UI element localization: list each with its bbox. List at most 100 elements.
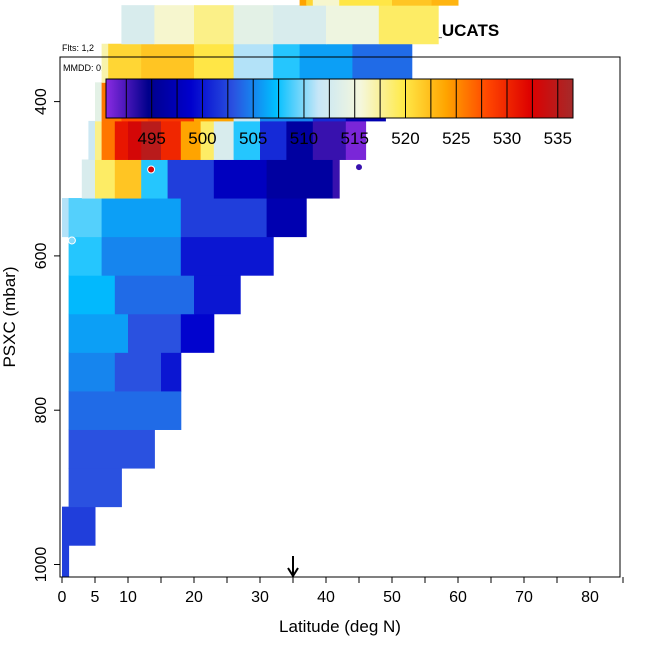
heatmap-cell	[95, 120, 103, 160]
x-tick-label: 10	[119, 589, 137, 606]
heatmap-cell	[392, 0, 433, 6]
data-marker	[355, 163, 363, 172]
heatmap-cell	[213, 120, 235, 160]
heatmap-cell	[128, 313, 182, 353]
colorbar-tick-label: 520	[391, 129, 419, 148]
heatmap-cell	[286, 120, 314, 160]
heatmap-cell	[114, 159, 142, 199]
heatmap-cell	[339, 0, 393, 6]
heatmap-cell	[180, 236, 274, 276]
y-tick-label: 400	[33, 88, 50, 115]
x-tick-label: 70	[515, 589, 533, 606]
x-tick-label: 80	[581, 589, 599, 606]
colorbar-divisions	[125, 79, 559, 118]
heatmap-cell	[81, 159, 96, 199]
heatmap-cell	[68, 313, 129, 353]
colorbar-tick-label: 500	[188, 129, 216, 148]
heatmap-cell	[141, 120, 162, 160]
x-tick-label: 60	[449, 589, 467, 606]
y-axis-label: PSXC (mbar)	[0, 266, 19, 367]
heatmap-cell	[68, 429, 155, 469]
heatmap-cell	[378, 5, 439, 45]
heatmap-cell	[161, 352, 182, 392]
heatmap-cell	[108, 43, 142, 83]
data-markers	[67, 163, 363, 578]
heatmap-cell	[114, 120, 129, 160]
heatmap-cell	[326, 5, 380, 45]
heatmap-cell	[312, 0, 340, 6]
heatmap-cell	[95, 82, 103, 122]
heatmap-cell	[101, 43, 109, 83]
heatmap-cell	[180, 198, 268, 238]
colorbar-tick-label: 530	[493, 129, 521, 148]
y-tick-label: 600	[33, 242, 50, 269]
heatmap-cell	[266, 198, 307, 238]
x-axis-label: Latitude (deg N)	[279, 617, 401, 636]
heatmap-cell	[260, 120, 287, 160]
dates-label: MMDD: 0126,0129	[63, 63, 139, 73]
x-tick-label: 40	[317, 589, 335, 606]
heatmap-cell	[332, 159, 340, 199]
heatmap-cell	[121, 5, 155, 45]
heatmap-cell	[141, 159, 169, 199]
colorbar-fill	[105, 78, 574, 119]
heatmap-cell	[141, 43, 195, 83]
y-axis: 2004006008001000	[33, 88, 60, 583]
heatmap-cell	[273, 5, 327, 45]
heatmap-cell	[101, 236, 182, 276]
data-marker	[147, 165, 156, 174]
heatmap-cell	[101, 120, 116, 160]
colorbar-tick-label: 535	[544, 129, 572, 148]
heatmap-cell	[233, 120, 261, 160]
data-marker	[67, 236, 76, 245]
heatmap-cell	[62, 198, 70, 238]
heatmap-cell	[68, 198, 103, 238]
x-tick-label: 0	[58, 589, 67, 606]
down-arrow-icon	[287, 556, 299, 578]
colorbar-tick-label: 525	[442, 129, 470, 148]
heatmap-cell	[273, 43, 301, 83]
heatmap-cell	[194, 275, 241, 315]
heatmap-cell	[194, 43, 235, 83]
colorbar-tick-label: 515	[341, 129, 369, 148]
heatmap-cell	[154, 5, 195, 45]
heatmap-cell	[352, 43, 413, 83]
colorbar: 495 500 505 510 515 520 525 530 535	[105, 78, 574, 148]
heatmap-cell	[95, 159, 116, 199]
colorbar-tick-labels: 495 500 505 510 515 520 525 530 535	[137, 129, 571, 148]
heatmap-cell	[114, 352, 162, 392]
heatmap-cell	[180, 120, 202, 160]
heatmap-cell	[68, 275, 116, 315]
heatmap-cell	[266, 159, 334, 199]
x-tick-label: 30	[251, 589, 269, 606]
y-tick-label: 1000	[33, 547, 50, 583]
heatmap-cell	[128, 120, 142, 160]
heatmap-cell	[161, 120, 182, 160]
heatmap-cell	[233, 43, 274, 83]
heatmap-cell	[213, 159, 268, 199]
colorbar-tick-label: 510	[290, 129, 318, 148]
x-tick-label: 20	[185, 589, 203, 606]
heatmap-cell	[299, 43, 353, 83]
heatmap-cell	[180, 313, 215, 353]
heatmap-cell	[62, 537, 70, 577]
heatmap-cell	[312, 120, 347, 160]
heatmap-cell	[88, 120, 96, 160]
heatmap-cell	[306, 0, 314, 6]
colorbar-tick-label: 505	[239, 129, 267, 148]
x-tick-label: 5	[91, 589, 100, 606]
x-axis: 0 5 10 20 30 40 50 60 70 80	[58, 577, 624, 606]
heatmap-cell	[68, 390, 182, 430]
flights-label: Flts: 1,2	[62, 43, 94, 53]
x-tick-label: 50	[383, 589, 401, 606]
colorbar-tick-label: 495	[137, 129, 165, 148]
heatmap-cell	[167, 159, 215, 199]
heatmap-cell	[68, 352, 116, 392]
heatmap-cell	[345, 120, 367, 160]
heatmap-cell	[62, 506, 96, 546]
heatmap-cell	[200, 120, 215, 160]
heatmap-cell	[431, 0, 459, 6]
y-tick-label: 800	[33, 397, 50, 424]
heatmap-cell	[114, 275, 195, 315]
